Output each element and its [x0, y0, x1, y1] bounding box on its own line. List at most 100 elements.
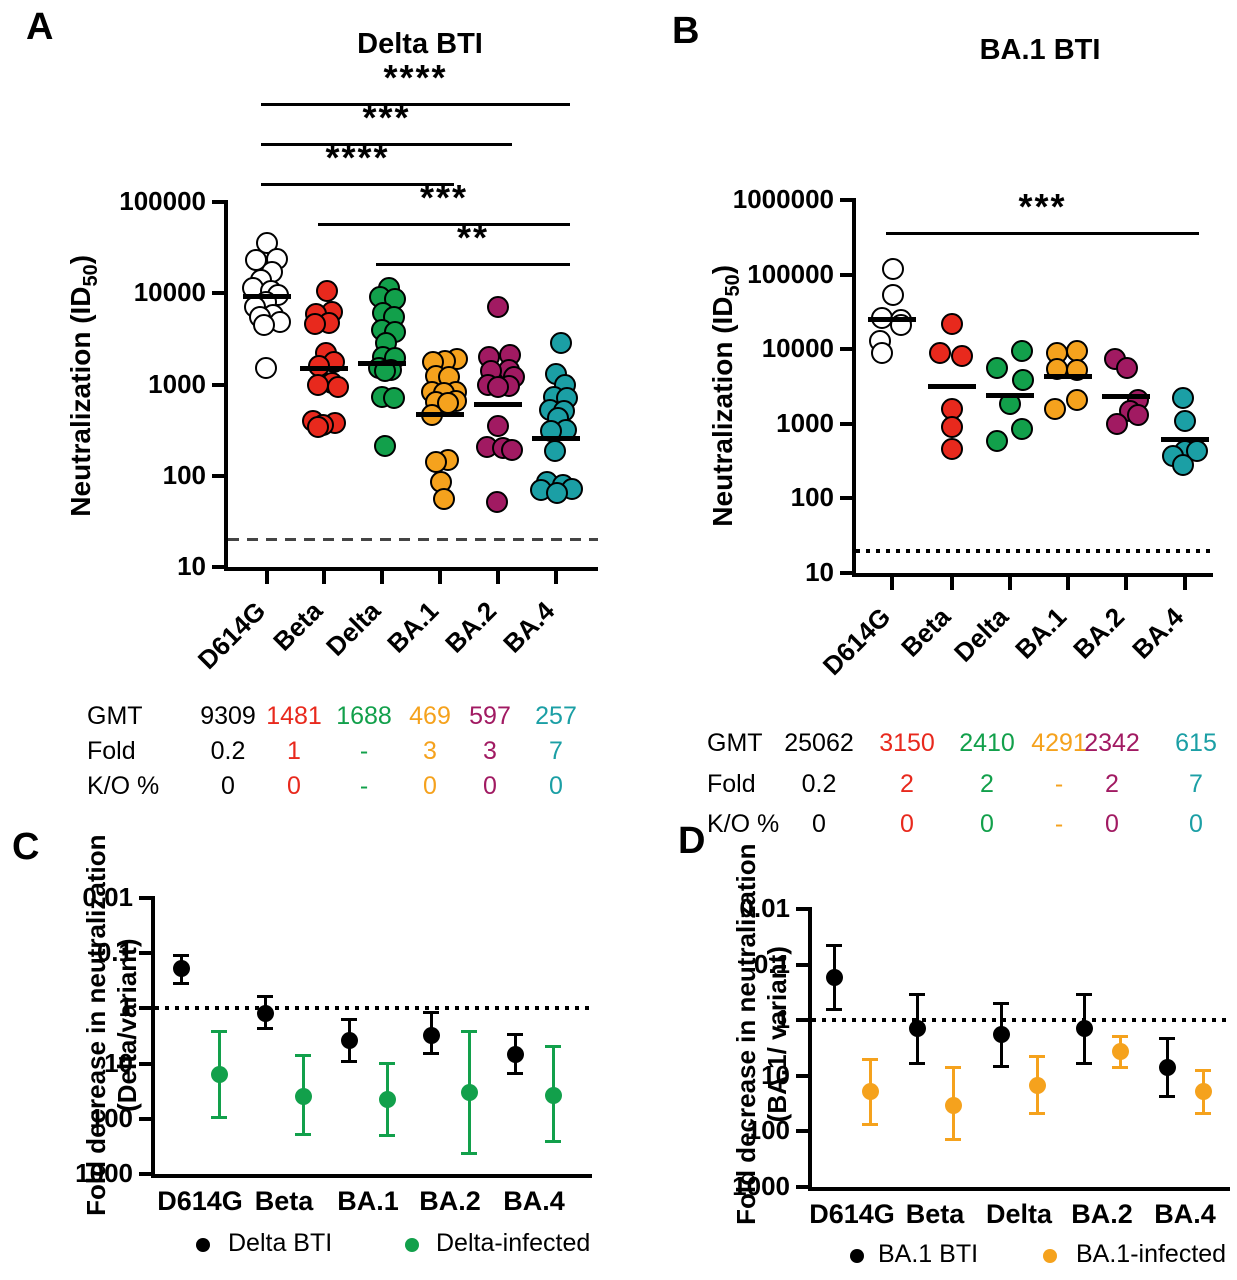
y-tick-mark [796, 1073, 808, 1078]
y-axis-line [808, 907, 812, 1191]
table-value: 0 [423, 772, 437, 800]
error-bar-cap [1159, 1036, 1175, 1040]
x-tick-mark [1183, 577, 1187, 590]
data-point [487, 415, 509, 438]
y-tick-label: 1000 [75, 1158, 133, 1188]
data-point [374, 435, 396, 458]
error-bar-cap [1029, 1111, 1045, 1115]
table-value: - [1054, 770, 1064, 798]
data-point [294, 1087, 312, 1105]
error-bar-cap [1112, 1035, 1128, 1039]
table-row-label: Fold [87, 737, 136, 765]
data-point [882, 284, 904, 307]
data-point [941, 312, 963, 335]
data-point [1012, 368, 1034, 391]
data-point [422, 1027, 440, 1044]
y-tick-label: 10 [761, 1059, 790, 1090]
table-row-label: GMT [707, 729, 763, 757]
data-point [316, 279, 338, 302]
data-point [327, 376, 349, 399]
data-point [378, 1091, 396, 1109]
y-tick-label: 1 [118, 992, 133, 1023]
x-category-label: BA.2 [1071, 1199, 1133, 1229]
error-bar-cap [862, 1123, 878, 1126]
x-category-label: BA.2 [419, 1186, 481, 1216]
y-axis-line [852, 198, 856, 577]
error-bar-cap [173, 982, 189, 986]
y-tick-label: 100 [162, 459, 206, 490]
data-point [1174, 409, 1196, 432]
y-tick-label: 10 [104, 1047, 133, 1078]
error-bar-cap [1195, 1068, 1211, 1072]
y-tick-label: 100 [790, 482, 834, 513]
x-tick-mark [322, 571, 326, 584]
y-tick-label: 0.1 [753, 948, 790, 979]
y-axis-title-text: ) [65, 254, 97, 265]
panel-b-letter: B [672, 10, 700, 52]
data-point [944, 1096, 962, 1114]
x-category-label: BA.4 [503, 1186, 565, 1216]
panel-d-letter: D [678, 820, 706, 862]
y-tick-mark [212, 200, 224, 204]
y-tick-mark [139, 1172, 151, 1176]
y-tick-mark [840, 198, 852, 202]
significance-label: **** [325, 137, 390, 178]
median-line [928, 384, 976, 390]
x-category-label: Beta [254, 1186, 314, 1216]
y-tick-label: 1000 [148, 368, 206, 399]
y-tick-label: 0.01 [739, 893, 790, 923]
data-point [546, 481, 568, 504]
y-tick-mark [796, 962, 808, 967]
y-tick-label: 100000 [119, 186, 206, 216]
x-tick-mark [890, 577, 894, 590]
table-value: 615 [1175, 729, 1217, 757]
y-tick-mark [212, 382, 224, 387]
y-tick-mark [796, 907, 808, 911]
y-tick-label: 10 [177, 551, 206, 581]
y-tick-label: 10000 [133, 277, 206, 308]
y-tick-label: 1000 [776, 407, 834, 438]
data-point [1028, 1077, 1046, 1095]
error-bar-cap [423, 1011, 439, 1015]
table-value: 597 [469, 702, 511, 730]
x-category-label: D614G [157, 1186, 243, 1216]
y-tick-mark [840, 571, 852, 575]
data-point [861, 1082, 879, 1100]
x-tick-mark [438, 571, 442, 584]
error-bar-cap [945, 1065, 961, 1069]
error-bar-cap [507, 1033, 523, 1037]
significance-bar [886, 232, 1199, 235]
table-value: 0 [900, 810, 914, 838]
error-bar-cap [545, 1140, 561, 1144]
y-tick-label: 100 [89, 1102, 133, 1133]
data-point [550, 332, 572, 354]
error-bar-cap [945, 1138, 961, 1141]
error-bar-cap [423, 1051, 439, 1055]
x-category-label: Delta [985, 1199, 1053, 1229]
x-tick-mark [1066, 577, 1070, 590]
y-tick-mark [212, 291, 224, 296]
significance-label: *** [419, 177, 469, 218]
error-bar-cap [257, 1026, 273, 1030]
error-bar-cap [379, 1061, 395, 1065]
error-bar-cap [173, 954, 189, 957]
table-row-label: K/O % [707, 810, 780, 838]
y-tick-label: 10 [805, 557, 834, 587]
x-category-label: Beta [905, 1199, 965, 1229]
data-point [1116, 357, 1138, 379]
error-bar-cap [1112, 1066, 1128, 1070]
table-value: 0.2 [210, 737, 246, 765]
table-value: 257 [535, 702, 577, 730]
table-value: 1688 [336, 702, 392, 730]
data-point [304, 313, 326, 335]
legend-dot [850, 1249, 864, 1263]
table-value: 0 [812, 810, 826, 838]
table-value: 3 [483, 737, 497, 765]
table-value: 2 [980, 770, 994, 798]
y-tick-label: 10000 [761, 333, 834, 364]
median-line [868, 316, 916, 322]
data-point [825, 968, 843, 986]
y-tick-mark [212, 565, 224, 569]
data-point [255, 357, 277, 380]
median-line [1102, 393, 1150, 399]
